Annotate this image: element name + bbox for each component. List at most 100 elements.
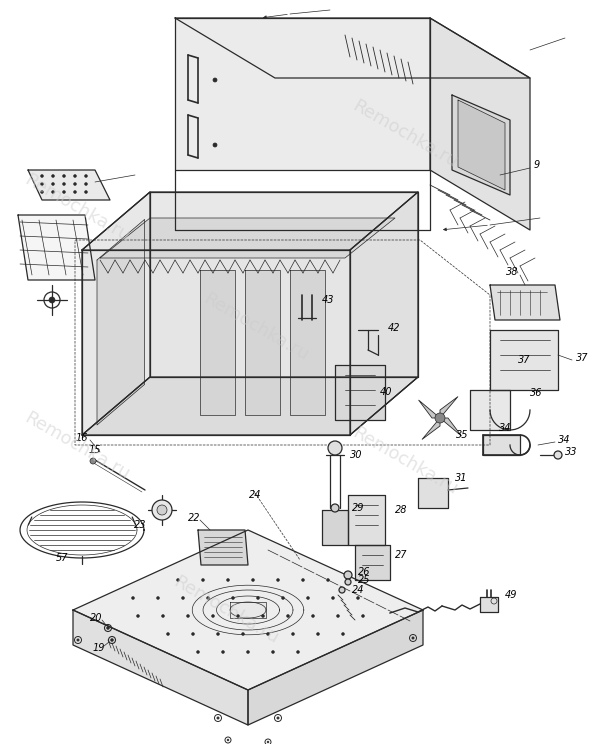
Circle shape [74,175,77,178]
Polygon shape [355,545,390,580]
Circle shape [40,190,43,193]
Text: 16: 16 [76,433,88,443]
Polygon shape [422,418,440,440]
Polygon shape [490,330,558,390]
Text: 24: 24 [352,585,365,595]
Circle shape [167,632,170,635]
Polygon shape [322,510,348,545]
Circle shape [40,175,43,178]
Text: 34: 34 [558,435,571,445]
Polygon shape [418,478,448,508]
Circle shape [281,597,284,600]
Polygon shape [470,390,510,430]
Circle shape [213,143,217,147]
Circle shape [52,182,55,185]
Polygon shape [175,18,430,170]
Circle shape [317,632,320,635]
Text: Remochka.ru: Remochka.ru [170,573,282,647]
Polygon shape [440,397,458,418]
Text: 27: 27 [395,550,408,560]
Text: 30: 30 [350,450,362,460]
Circle shape [246,650,249,653]
Circle shape [90,458,96,464]
Polygon shape [430,18,530,230]
Circle shape [74,190,77,193]
Text: 49: 49 [505,590,518,600]
Polygon shape [82,250,350,435]
Polygon shape [452,95,510,195]
Circle shape [242,632,245,635]
Circle shape [261,615,265,618]
Polygon shape [82,192,150,435]
Circle shape [84,175,87,178]
Text: 57: 57 [56,553,68,563]
Polygon shape [290,270,325,415]
Circle shape [277,579,280,582]
Polygon shape [458,100,505,190]
Text: 38: 38 [506,267,518,277]
Circle shape [337,615,340,618]
Circle shape [211,615,215,618]
Polygon shape [335,365,385,420]
Polygon shape [100,218,395,258]
Circle shape [342,632,345,635]
Circle shape [52,190,55,193]
Circle shape [206,597,209,600]
Circle shape [296,650,299,653]
Polygon shape [483,435,520,455]
Circle shape [49,297,55,303]
Circle shape [306,597,309,600]
Circle shape [192,632,195,635]
Circle shape [111,638,114,641]
Circle shape [157,505,167,515]
Circle shape [267,632,270,635]
Circle shape [52,175,55,178]
Circle shape [181,597,184,600]
Polygon shape [348,495,385,545]
Circle shape [213,78,217,82]
Text: Remochka.ru: Remochka.ru [21,409,133,484]
Polygon shape [198,530,248,565]
Polygon shape [175,18,530,78]
Circle shape [328,441,342,455]
Circle shape [107,626,109,629]
Text: 35: 35 [456,430,468,440]
Text: 19: 19 [93,643,105,653]
Circle shape [554,451,562,459]
Text: 40: 40 [380,387,393,397]
Polygon shape [200,270,235,415]
Text: Remochka.ru: Remochka.ru [200,290,312,365]
Polygon shape [18,215,95,280]
Polygon shape [490,285,560,320]
Circle shape [256,597,259,600]
Circle shape [331,504,339,512]
Polygon shape [230,602,266,618]
Circle shape [277,716,279,719]
Text: 28: 28 [395,505,408,515]
Text: 24: 24 [249,490,261,500]
Polygon shape [150,192,418,377]
Circle shape [227,579,230,582]
Text: 22: 22 [187,513,200,523]
Text: 9: 9 [534,160,540,170]
Circle shape [77,639,79,641]
Polygon shape [480,597,498,612]
Circle shape [177,579,180,582]
Circle shape [339,587,345,593]
Text: 34: 34 [499,423,511,433]
Text: 23: 23 [134,520,146,530]
Circle shape [356,597,359,600]
Circle shape [344,571,352,579]
Circle shape [74,182,77,185]
Polygon shape [418,400,440,418]
Circle shape [236,615,240,618]
Circle shape [362,615,365,618]
Text: Remochka.ru: Remochka.ru [21,171,133,246]
Polygon shape [97,219,145,425]
Text: 26: 26 [358,567,371,577]
Circle shape [302,579,305,582]
Circle shape [40,182,43,185]
Circle shape [231,597,234,600]
Text: 20: 20 [90,613,102,623]
Polygon shape [28,170,110,200]
